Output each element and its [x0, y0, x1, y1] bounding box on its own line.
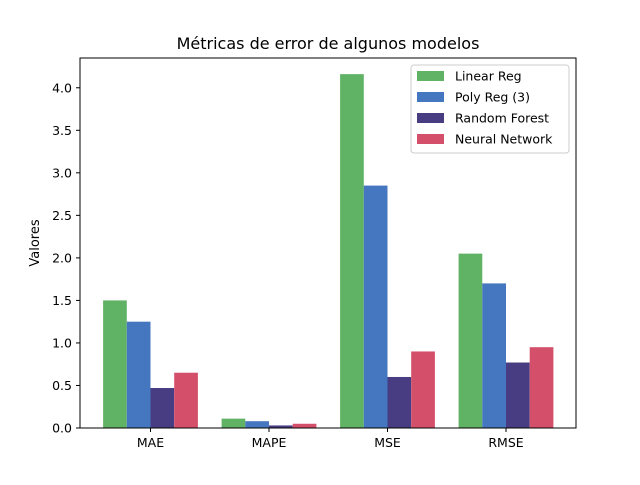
bar-mse-neural-network	[411, 351, 435, 428]
x-tick-label: MAE	[137, 435, 164, 450]
y-tick-label: 0.0	[52, 421, 72, 436]
y-tick-label: 4.0	[52, 80, 72, 95]
bar-mape-poly-reg-3	[245, 421, 269, 428]
bar-rmse-neural-network	[529, 347, 554, 428]
bar-mape-random-forest	[269, 425, 293, 428]
x-axis: MAE MAPE MSE RMSE	[137, 428, 524, 450]
legend-box	[410, 64, 570, 154]
bar-mse-linear-reg	[340, 74, 364, 428]
x-tick-label: RMSE	[488, 435, 523, 450]
bar-mse-random-forest	[387, 376, 412, 428]
bar-mae-poly-reg-3	[126, 321, 151, 428]
legend-swatch	[417, 71, 444, 81]
legend-swatch	[417, 134, 444, 144]
y-axis: 0.0 0.5 1.0 1.5 2.0 2.5 3.0 3.5 4.0	[52, 80, 80, 436]
bar-mse-poly-reg-3	[363, 185, 388, 428]
bar-rmse-random-forest	[506, 362, 530, 428]
legend: Linear Reg Poly Reg (3) Random Forest Neura…	[410, 64, 570, 154]
legend-label: Poly Reg (3)	[455, 90, 530, 105]
y-tick-label: 1.0	[52, 335, 72, 350]
bar-mape-linear-reg	[221, 418, 246, 428]
legend-swatch	[417, 92, 444, 102]
legend-label: Linear Reg	[455, 69, 522, 84]
legend-swatch	[417, 113, 444, 123]
legend-label: Random Forest	[455, 111, 549, 126]
bar-mae-random-forest	[150, 388, 175, 428]
y-tick-label: 0.5	[52, 378, 72, 393]
x-tick-label: MAPE	[252, 435, 287, 450]
bar-rmse-poly-reg-3	[482, 283, 506, 428]
plot-frame	[79, 57, 577, 429]
y-tick-label: 3.5	[52, 123, 72, 138]
y-tick-label: 2.0	[52, 250, 72, 265]
bar-mae-linear-reg	[103, 300, 127, 428]
y-axis-label: Valores	[28, 219, 43, 266]
x-tick-label: MSE	[374, 435, 401, 450]
y-tick-label: 2.5	[52, 208, 72, 223]
bar-rmse-linear-reg	[458, 253, 483, 428]
chart-title: Métricas de error de algunos modelos	[177, 34, 480, 53]
bars-layer	[103, 74, 554, 428]
y-tick-label: 1.5	[52, 293, 72, 308]
bar-mae-neural-network	[174, 372, 198, 428]
y-tick-label: 3.0	[52, 165, 72, 180]
legend-label: Neural Network	[455, 132, 553, 147]
bar-mape-neural-network	[292, 423, 317, 428]
